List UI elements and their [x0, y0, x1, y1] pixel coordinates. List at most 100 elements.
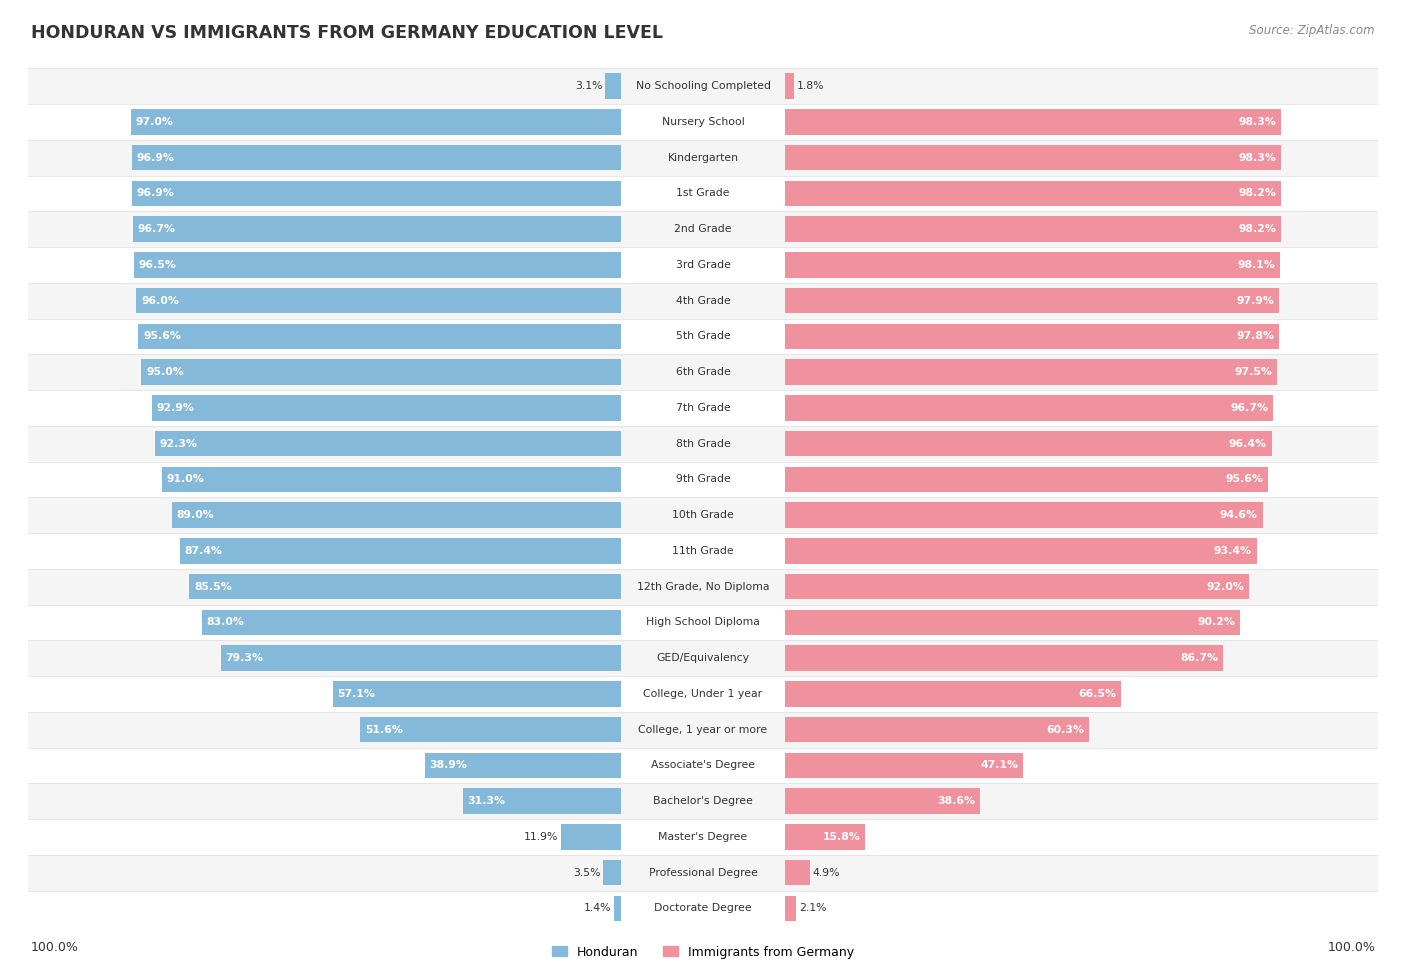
Text: 5th Grade: 5th Grade — [676, 332, 730, 341]
Bar — [785, 324, 1278, 349]
Bar — [221, 645, 621, 671]
Text: 98.1%: 98.1% — [1237, 260, 1275, 270]
Bar — [142, 359, 621, 385]
Text: 1.4%: 1.4% — [583, 904, 610, 914]
Text: Professional Degree: Professional Degree — [648, 868, 758, 878]
Text: 96.9%: 96.9% — [136, 188, 174, 198]
Bar — [333, 681, 621, 707]
Text: Doctorate Degree: Doctorate Degree — [654, 904, 752, 914]
Text: 92.0%: 92.0% — [1206, 582, 1244, 592]
Bar — [155, 431, 621, 456]
Text: 2nd Grade: 2nd Grade — [675, 224, 731, 234]
Text: 94.6%: 94.6% — [1220, 510, 1258, 520]
Text: 97.0%: 97.0% — [136, 117, 174, 127]
Bar — [132, 216, 621, 242]
Bar — [785, 538, 1257, 564]
Text: Master's Degree: Master's Degree — [658, 832, 748, 841]
Text: 95.0%: 95.0% — [146, 368, 184, 377]
Bar — [603, 860, 621, 885]
Bar — [28, 641, 1378, 676]
Text: 15.8%: 15.8% — [823, 832, 860, 841]
Bar — [785, 645, 1223, 671]
Bar — [152, 395, 621, 421]
Text: 95.6%: 95.6% — [143, 332, 181, 341]
Bar — [28, 819, 1378, 855]
Bar — [785, 252, 1281, 278]
Bar — [190, 573, 621, 600]
Bar — [360, 717, 621, 743]
Text: Bachelor's Degree: Bachelor's Degree — [652, 797, 754, 806]
Text: 4.9%: 4.9% — [813, 868, 841, 878]
Text: 93.4%: 93.4% — [1213, 546, 1251, 556]
Text: 12th Grade, No Diploma: 12th Grade, No Diploma — [637, 582, 769, 592]
Text: 38.6%: 38.6% — [938, 797, 976, 806]
Text: 3.5%: 3.5% — [572, 868, 600, 878]
Text: 8th Grade: 8th Grade — [676, 439, 730, 448]
Text: 97.9%: 97.9% — [1237, 295, 1275, 305]
Bar — [463, 788, 621, 814]
Bar — [785, 395, 1274, 421]
Text: 96.4%: 96.4% — [1229, 439, 1267, 448]
Text: 97.8%: 97.8% — [1236, 332, 1274, 341]
Text: 91.0%: 91.0% — [166, 475, 204, 485]
Text: 6th Grade: 6th Grade — [676, 368, 730, 377]
Text: 85.5%: 85.5% — [194, 582, 232, 592]
Text: 89.0%: 89.0% — [176, 510, 214, 520]
Bar — [785, 573, 1250, 600]
Text: 96.7%: 96.7% — [1230, 403, 1268, 412]
Bar — [28, 712, 1378, 748]
Text: 10th Grade: 10th Grade — [672, 510, 734, 520]
Bar — [134, 252, 621, 278]
Text: 92.9%: 92.9% — [156, 403, 194, 412]
Text: HONDURAN VS IMMIGRANTS FROM GERMANY EDUCATION LEVEL: HONDURAN VS IMMIGRANTS FROM GERMANY EDUC… — [31, 24, 664, 42]
Bar — [28, 354, 1378, 390]
Bar — [785, 860, 810, 885]
Bar — [785, 895, 796, 921]
Text: GED/Equivalency: GED/Equivalency — [657, 653, 749, 663]
Bar — [28, 461, 1378, 497]
Text: 100.0%: 100.0% — [31, 941, 79, 954]
Bar — [28, 319, 1378, 354]
Bar — [785, 681, 1121, 707]
Bar — [785, 216, 1281, 242]
Text: 1st Grade: 1st Grade — [676, 188, 730, 198]
Text: 31.3%: 31.3% — [468, 797, 506, 806]
Text: 47.1%: 47.1% — [980, 760, 1018, 770]
Bar — [28, 783, 1378, 819]
Text: 86.7%: 86.7% — [1180, 653, 1218, 663]
Bar — [785, 288, 1279, 314]
Text: 96.9%: 96.9% — [136, 153, 174, 163]
Text: 90.2%: 90.2% — [1198, 617, 1236, 627]
Bar — [785, 359, 1277, 385]
Bar — [785, 180, 1281, 207]
Text: Associate's Degree: Associate's Degree — [651, 760, 755, 770]
Bar — [132, 180, 621, 207]
Text: 7th Grade: 7th Grade — [676, 403, 730, 412]
Text: 11th Grade: 11th Grade — [672, 546, 734, 556]
Bar — [28, 283, 1378, 319]
Bar — [132, 144, 621, 171]
Bar — [28, 390, 1378, 426]
Text: Nursery School: Nursery School — [662, 117, 744, 127]
Text: 100.0%: 100.0% — [1327, 941, 1375, 954]
Bar — [28, 139, 1378, 176]
Bar — [162, 466, 621, 492]
Bar — [785, 109, 1281, 135]
Bar — [28, 68, 1378, 104]
Text: 60.3%: 60.3% — [1047, 724, 1085, 734]
Bar — [614, 895, 621, 921]
Text: Source: ZipAtlas.com: Source: ZipAtlas.com — [1250, 24, 1375, 37]
Text: 98.3%: 98.3% — [1239, 153, 1277, 163]
Bar — [28, 676, 1378, 712]
Bar — [28, 497, 1378, 533]
Bar — [785, 824, 865, 850]
Bar — [785, 609, 1240, 636]
Text: No Schooling Completed: No Schooling Completed — [636, 81, 770, 91]
Bar — [785, 753, 1024, 778]
Text: Kindergarten: Kindergarten — [668, 153, 738, 163]
Text: 95.6%: 95.6% — [1225, 475, 1263, 485]
Bar — [28, 604, 1378, 641]
Text: 3rd Grade: 3rd Grade — [675, 260, 731, 270]
Bar — [138, 324, 621, 349]
Bar — [131, 109, 621, 135]
